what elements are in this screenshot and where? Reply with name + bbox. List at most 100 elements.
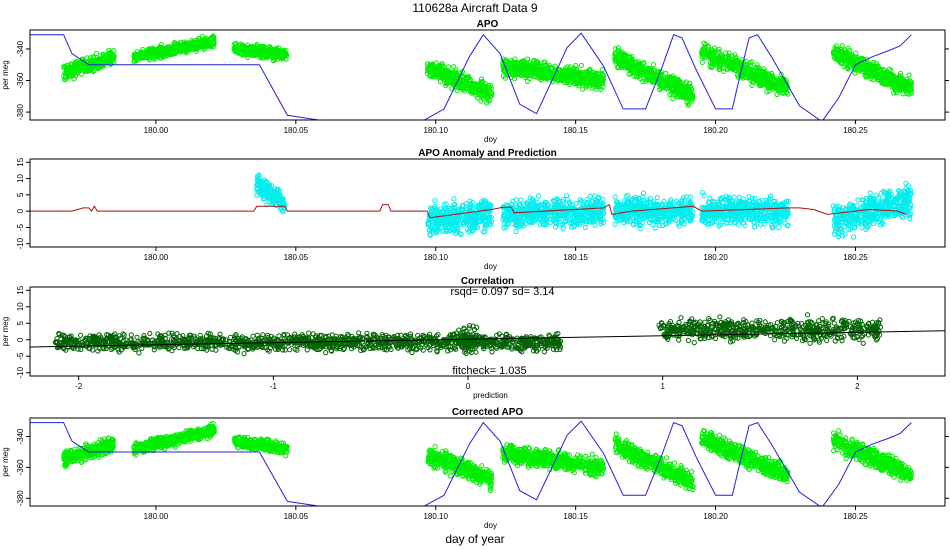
data-point — [699, 48, 705, 54]
data-point — [140, 53, 146, 60]
data-point — [685, 102, 691, 108]
data-point — [890, 90, 897, 96]
data-point — [756, 79, 762, 85]
data-point — [594, 199, 601, 205]
data-point — [732, 63, 739, 69]
data-point — [652, 225, 658, 231]
data-point — [426, 212, 432, 218]
data-point — [711, 56, 717, 62]
data-point — [206, 42, 212, 48]
data-point — [480, 86, 486, 92]
data-point — [557, 222, 564, 228]
data-point — [594, 70, 600, 77]
data-point — [278, 56, 284, 62]
data-point — [620, 54, 626, 60]
data-point — [676, 223, 682, 229]
data-point — [592, 217, 598, 223]
data-point — [717, 54, 723, 61]
data-point — [265, 193, 272, 199]
data-point — [613, 60, 619, 67]
data-point — [906, 72, 912, 78]
panel-apo: 180.00 180.05 180.10 180.15 180.20 180.25-340… — [1, 19, 949, 144]
data-point — [437, 79, 444, 85]
data-point — [835, 46, 841, 52]
data-point — [900, 83, 906, 89]
data-point — [483, 223, 489, 229]
data-point — [467, 215, 473, 221]
data-point — [485, 214, 492, 220]
data-point — [598, 216, 604, 222]
data-point — [680, 195, 686, 201]
figure-title: 110628a Aircraft Data 9 — [412, 1, 538, 15]
data-point — [73, 60, 80, 66]
data-point — [628, 66, 634, 72]
data-point — [845, 45, 851, 52]
data-point — [669, 86, 675, 92]
data-point — [486, 216, 492, 222]
data-point — [842, 52, 848, 58]
data-point — [258, 52, 264, 58]
data-point — [663, 70, 669, 77]
data-point — [199, 34, 206, 40]
data-point — [638, 226, 644, 232]
y-axis-label: per meg — [1, 60, 10, 89]
data-point — [640, 220, 646, 226]
x-tick-label: 180.05 — [284, 126, 309, 135]
data-point — [703, 41, 709, 48]
data-point — [629, 57, 635, 63]
data-point — [446, 69, 452, 76]
points-anomaly-0 — [254, 172, 914, 240]
data-point — [716, 46, 722, 52]
data-point — [627, 218, 633, 224]
data-point — [578, 62, 584, 69]
data-point — [448, 78, 454, 84]
data-point — [535, 193, 542, 199]
data-point — [764, 82, 770, 89]
data-point — [831, 53, 837, 60]
data-point — [503, 70, 509, 77]
data-point — [486, 98, 492, 104]
data-point — [906, 91, 912, 97]
data-point — [717, 66, 723, 72]
y-tick-label: -360 — [16, 72, 25, 89]
data-point — [617, 50, 624, 56]
data-point — [434, 227, 441, 233]
data-point — [451, 196, 457, 202]
data-point — [670, 96, 676, 102]
data-point — [111, 48, 117, 54]
data-point — [767, 82, 773, 88]
data-point — [269, 183, 275, 189]
data-point — [443, 201, 449, 207]
data-point — [277, 192, 283, 198]
data-point — [465, 86, 471, 92]
data-point — [279, 197, 285, 203]
data-point — [454, 88, 460, 94]
data-point — [256, 172, 262, 178]
data-point — [516, 207, 522, 213]
data-point — [585, 70, 591, 76]
data-point — [64, 62, 70, 68]
data-point — [252, 53, 258, 59]
data-point — [153, 47, 159, 53]
data-point — [651, 73, 658, 79]
data-point — [672, 89, 678, 95]
data-point — [502, 75, 508, 81]
data-point — [244, 50, 250, 57]
data-point — [898, 87, 904, 93]
data-point — [599, 81, 605, 87]
data-point — [171, 40, 178, 46]
data-point — [875, 63, 881, 69]
data-point — [529, 215, 535, 221]
data-point — [617, 62, 624, 69]
data-point — [580, 86, 586, 92]
plot-area-anomaly — [30, 172, 914, 240]
x-tick-label: 180.15 — [563, 126, 588, 135]
data-point — [563, 217, 569, 223]
data-point — [664, 75, 670, 81]
data-point — [522, 74, 528, 81]
data-point — [614, 199, 620, 205]
data-point — [71, 76, 77, 82]
data-point — [720, 68, 727, 75]
data-point — [726, 50, 732, 56]
data-point — [761, 66, 767, 72]
